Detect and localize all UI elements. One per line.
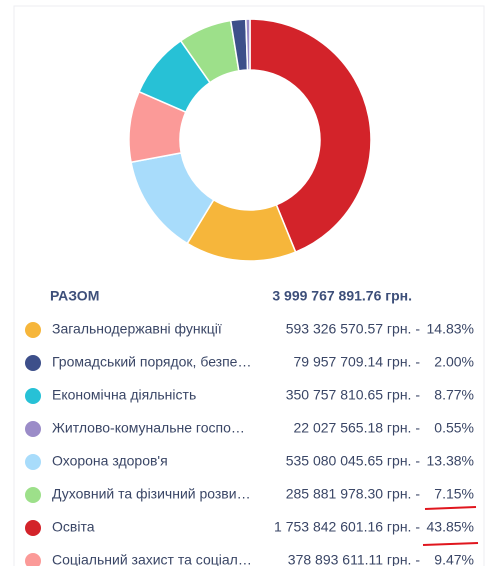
total-label: РАЗОМ	[50, 288, 99, 304]
row-amount: 1 753 842 601.16 грн. -	[274, 519, 420, 535]
row-amount: 593 326 570.57 грн. -	[286, 321, 421, 337]
red-underline	[422, 542, 479, 546]
legend-dot	[25, 322, 41, 338]
row-name: Духовний та фізичний розви…	[52, 486, 251, 502]
row-percent: 14.83%	[427, 321, 474, 337]
row-name: Громадський порядок, безпе…	[52, 354, 251, 370]
legend-dot	[25, 454, 41, 470]
card	[13, 5, 485, 566]
legend-dot	[25, 487, 41, 503]
legend-dot	[25, 421, 41, 437]
row-percent: 43.85%	[427, 519, 474, 535]
row-percent: 7.15%	[434, 486, 474, 502]
row-name: Загальнодержавні функції	[52, 321, 222, 337]
row-percent: 8.77%	[434, 387, 474, 403]
red-underline	[424, 506, 477, 510]
row-amount: 535 080 045.65 грн. -	[286, 453, 421, 469]
row-amount: 285 881 978.30 грн. -	[286, 486, 421, 502]
row-name: Соціальний захист та соціал…	[52, 552, 252, 566]
row-name: Економічна діяльність	[52, 387, 196, 403]
row-name: Охорона здоров'я	[52, 453, 168, 469]
legend-dot	[25, 553, 41, 566]
donut	[128, 18, 372, 262]
row-amount: 378 893 611.11 грн. -	[288, 552, 421, 566]
total-amount: 3 999 767 891.76 грн.	[272, 288, 412, 304]
row-percent: 13.38%	[427, 453, 474, 469]
row-percent: 9.47%	[434, 552, 474, 566]
donut-slice	[249, 18, 372, 254]
row-amount: 350 757 810.65 грн. -	[286, 387, 421, 403]
row-percent: 2.00%	[434, 354, 474, 370]
row-name: Освіта	[52, 519, 95, 535]
legend-table: РАЗОМ 3 999 767 891.76 грн. Загальнодерж…	[25, 288, 474, 566]
row-name: Житлово-комунальне госпо…	[52, 420, 245, 436]
row-percent: 0.55%	[434, 420, 474, 436]
legend-dot	[25, 520, 41, 536]
row-amount: 79 957 709.14 грн. -	[294, 354, 421, 370]
row-amount: 22 027 565.18 грн. -	[294, 420, 421, 436]
donut-slice	[245, 18, 251, 71]
legend-dot	[25, 388, 41, 404]
legend-dot	[25, 355, 41, 371]
